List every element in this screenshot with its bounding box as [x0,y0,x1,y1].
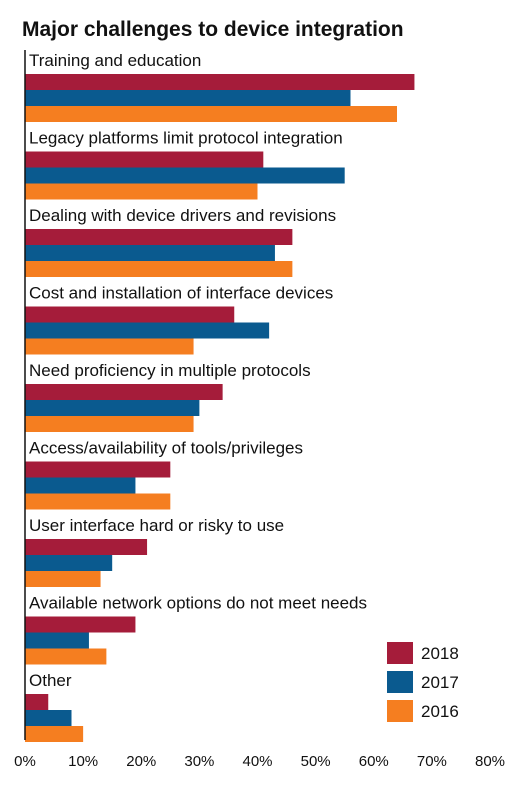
bars [25,74,415,742]
bar-2018-3 [25,306,235,323]
bar-2016-3 [25,338,194,355]
x-tick-label: 0% [14,753,36,770]
legend-label-2017: 2017 [421,673,459,692]
bar-2016-5 [25,493,171,510]
legend-swatch-2016 [387,700,413,722]
x-tick-label: 40% [242,753,272,770]
bar-2016-1 [25,183,258,200]
bar-2016-6 [25,571,101,587]
bar-2017-0 [25,90,351,106]
bar-2017-1 [25,167,345,184]
bar-2018-4 [25,384,223,400]
legend: 2018 2017 2016 [387,642,459,722]
bar-2016-7 [25,648,107,665]
category-label: Other [29,671,72,690]
bar-2018-5 [25,461,171,478]
x-tick-label: 50% [301,753,331,770]
bar-2018-2 [25,229,293,245]
x-tick-label: 60% [359,753,389,770]
bar-2018-6 [25,539,148,555]
category-label: Cost and installation of interface devic… [29,284,333,303]
bar-2018-1 [25,151,264,168]
bar-2018-0 [25,74,415,90]
bar-2017-2 [25,245,275,261]
bar-2017-8 [25,710,72,726]
x-tick-label: 70% [417,753,447,770]
bar-2018-7 [25,616,136,633]
legend-swatch-2018 [387,642,413,664]
x-tick-label: 30% [184,753,214,770]
category-label: Legacy platforms limit protocol integrat… [29,129,343,148]
category-label: User interface hard or risky to use [29,516,284,535]
bar-2016-2 [25,261,293,277]
legend-label-2016: 2016 [421,702,459,721]
legend-label-2018: 2018 [421,644,459,663]
bar-2017-3 [25,322,270,339]
x-tick-label: 10% [68,753,98,770]
bar-2016-4 [25,416,194,432]
category-label: Training and education [29,51,201,70]
x-tick-label: 80% [475,753,505,770]
category-label: Dealing with device drivers and revision… [29,206,336,225]
bar-2016-8 [25,726,84,742]
bar-2017-4 [25,400,200,416]
bar-2017-7 [25,632,89,649]
bar-2017-5 [25,477,136,494]
legend-swatch-2017 [387,671,413,693]
category-label: Need proficiency in multiple protocols [29,361,311,380]
chart-title: Major challenges to device integration [22,18,404,41]
bar-2016-0 [25,106,397,122]
x-axis-ticks: 0% 10% 20% 30% 40% 50% 60% 70% 80% [14,753,505,770]
x-tick-label: 20% [126,753,156,770]
bar-2017-6 [25,555,113,571]
bar-2018-8 [25,694,49,710]
category-label: Available network options do not meet ne… [29,594,367,613]
category-label: Access/availability of tools/privileges [29,439,303,458]
category-groups: Training and education Legacy platforms l… [29,51,367,690]
